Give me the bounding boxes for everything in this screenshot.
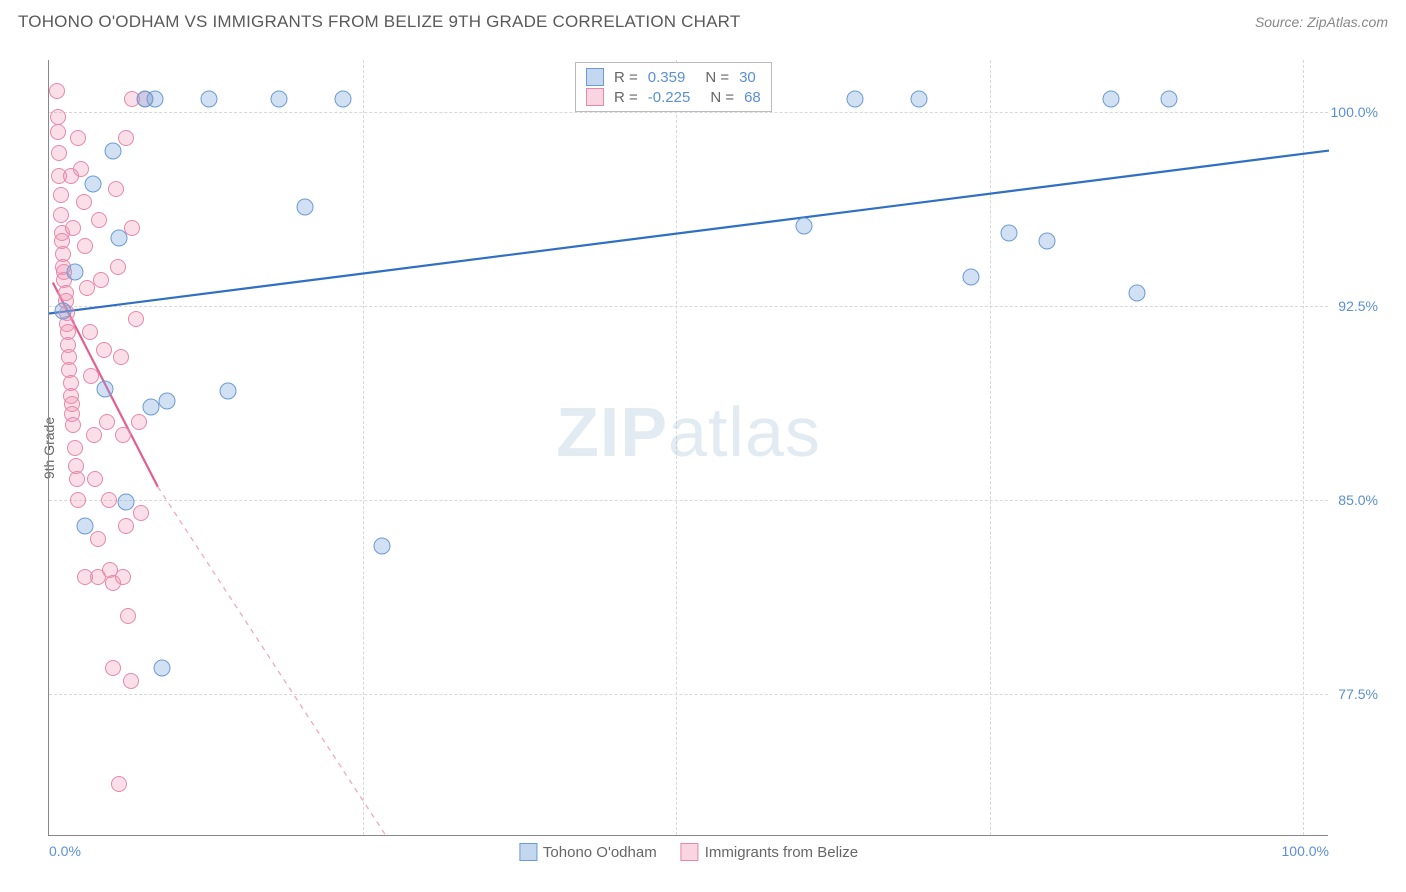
swatch-pink-icon — [586, 88, 604, 106]
data-point — [51, 145, 67, 161]
data-point — [50, 124, 66, 140]
data-point — [911, 90, 928, 107]
trend-lines-layer — [49, 60, 1329, 836]
data-point — [115, 569, 131, 585]
plot-area: 77.5%85.0%92.5%100.0% ZIPatlas R = 0.359… — [48, 60, 1328, 836]
data-point — [111, 776, 127, 792]
data-point — [55, 302, 72, 319]
data-point — [86, 427, 102, 443]
data-point — [117, 494, 134, 511]
data-point — [105, 142, 122, 159]
x-tick-label: 100.0% — [1282, 843, 1329, 859]
swatch-pink-icon — [681, 843, 699, 861]
grid-line-h — [49, 694, 1328, 695]
data-point — [49, 83, 65, 99]
stats-row-blue: R = 0.359 N = 30 — [586, 67, 761, 87]
data-point — [70, 492, 86, 508]
trend-line — [158, 487, 395, 836]
data-point — [1001, 225, 1018, 242]
data-point — [65, 417, 81, 433]
data-point — [1129, 284, 1146, 301]
data-point — [101, 492, 117, 508]
data-point — [297, 199, 314, 216]
data-point — [77, 569, 93, 585]
data-point — [53, 207, 69, 223]
data-point — [105, 660, 121, 676]
data-point — [373, 538, 390, 555]
data-point — [84, 176, 101, 193]
legend-item-blue: Tohono O'odham — [519, 843, 657, 861]
data-point — [91, 212, 107, 228]
data-point — [110, 259, 126, 275]
y-tick-label: 77.5% — [1338, 686, 1378, 702]
data-point — [123, 673, 139, 689]
data-point — [118, 518, 134, 534]
swatch-blue-icon — [586, 68, 604, 86]
data-point — [82, 324, 98, 340]
data-point — [220, 383, 237, 400]
data-point — [120, 608, 136, 624]
data-point — [1103, 90, 1120, 107]
legend-item-pink: Immigrants from Belize — [681, 843, 858, 861]
y-tick-label: 92.5% — [1338, 298, 1378, 314]
data-point — [158, 393, 175, 410]
source-attribution: Source: ZipAtlas.com — [1255, 14, 1388, 30]
data-point — [111, 230, 128, 247]
grid-line-v — [1303, 60, 1304, 835]
data-point — [118, 130, 134, 146]
data-point — [83, 368, 99, 384]
data-point — [113, 349, 129, 365]
data-point — [1039, 233, 1056, 250]
data-point — [76, 194, 92, 210]
data-point — [133, 505, 149, 521]
data-point — [153, 659, 170, 676]
data-point — [70, 130, 86, 146]
data-point — [335, 90, 352, 107]
grid-line-v — [363, 60, 364, 835]
stats-row-pink: R = -0.225 N = 68 — [586, 87, 761, 107]
y-tick-label: 85.0% — [1338, 492, 1378, 508]
stats-legend: R = 0.359 N = 30 R = -0.225 N = 68 — [575, 62, 772, 112]
data-point — [99, 414, 115, 430]
grid-line-v — [676, 60, 677, 835]
data-point — [69, 471, 85, 487]
grid-line-h — [49, 500, 1328, 501]
chart-title: TOHONO O'ODHAM VS IMMIGRANTS FROM BELIZE… — [18, 12, 740, 32]
watermark: ZIPatlas — [556, 392, 821, 472]
data-point — [128, 311, 144, 327]
data-point — [847, 90, 864, 107]
data-point — [108, 181, 124, 197]
data-point — [90, 531, 106, 547]
grid-line-v — [990, 60, 991, 835]
data-point — [131, 414, 147, 430]
data-point — [962, 269, 979, 286]
data-point — [271, 90, 288, 107]
data-point — [97, 380, 114, 397]
data-point — [63, 168, 79, 184]
data-point — [201, 90, 218, 107]
data-point — [115, 427, 131, 443]
data-point — [77, 238, 93, 254]
bottom-legend: Tohono O'odham Immigrants from Belize — [519, 843, 858, 861]
data-point — [96, 342, 112, 358]
y-tick-label: 100.0% — [1331, 104, 1378, 120]
x-tick-label: 0.0% — [49, 843, 81, 859]
data-point — [796, 217, 813, 234]
data-point — [76, 517, 93, 534]
data-point — [65, 220, 81, 236]
data-point — [147, 90, 164, 107]
data-point — [1161, 90, 1178, 107]
swatch-blue-icon — [519, 843, 537, 861]
data-point — [50, 109, 66, 125]
grid-line-h — [49, 306, 1328, 307]
chart-container: 9th Grade 77.5%85.0%92.5%100.0% ZIPatlas… — [48, 60, 1378, 836]
data-point — [93, 272, 109, 288]
data-point — [53, 187, 69, 203]
data-point — [87, 471, 103, 487]
data-point — [67, 440, 83, 456]
data-point — [66, 264, 83, 281]
